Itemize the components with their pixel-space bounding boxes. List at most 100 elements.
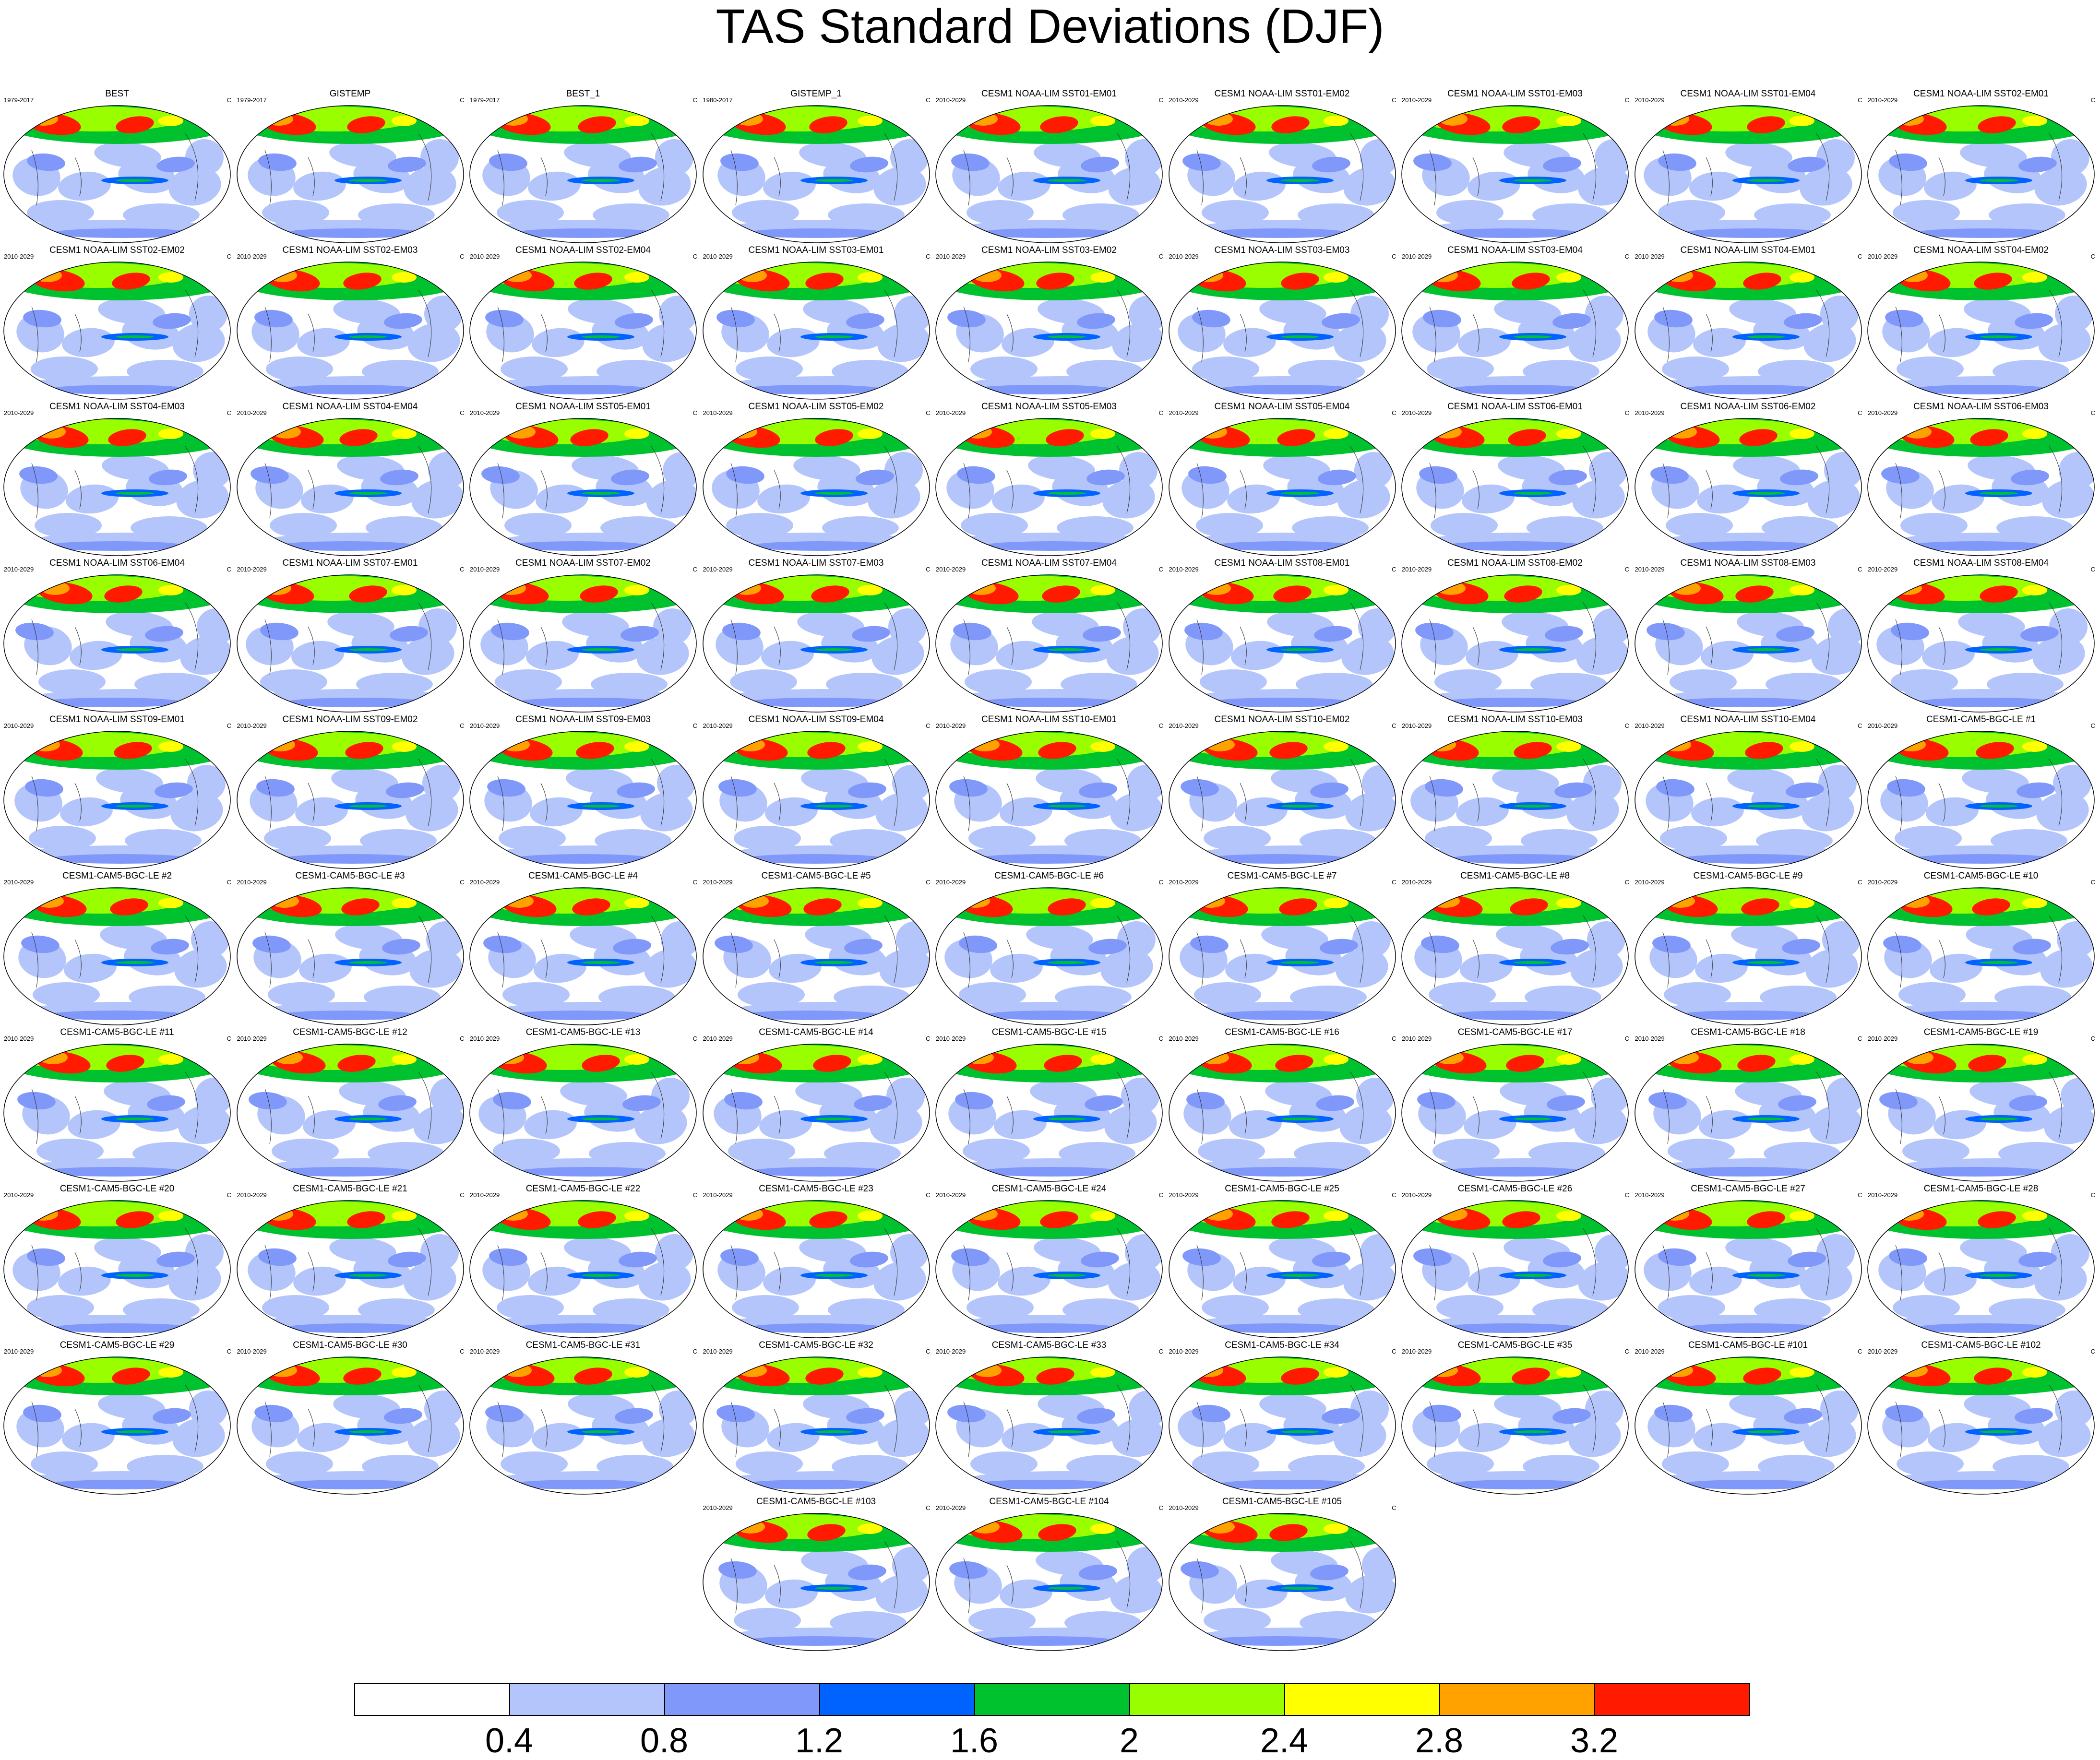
variability-patch bbox=[260, 622, 298, 641]
high-variability-region bbox=[1968, 1055, 2006, 1072]
variability-patch bbox=[1032, 611, 1099, 637]
variability-patch bbox=[2038, 1418, 2091, 1457]
variability-patch bbox=[1676, 1011, 1820, 1020]
colorbar-tick-label: 1.6 bbox=[950, 1722, 999, 1760]
map-outline bbox=[935, 262, 1163, 400]
panel-period: 2010-2029 bbox=[1868, 879, 1898, 886]
map-plot bbox=[702, 887, 930, 1025]
variability-patch bbox=[185, 1234, 224, 1271]
variability-patch bbox=[528, 171, 581, 201]
high-variability-region bbox=[1048, 898, 1086, 916]
panel-title: CESM1 NOAA-LIM SST10-EM01 bbox=[981, 714, 1117, 725]
variability-patch bbox=[797, 611, 864, 637]
high-latitude-band bbox=[17, 576, 180, 601]
panel-units: C bbox=[2090, 566, 2095, 573]
map-plot bbox=[3, 1356, 231, 1495]
panel-units: C bbox=[1858, 1348, 1862, 1355]
map-panel: CESM1-CAM5-BGC-LE #24 2010-2029 C bbox=[933, 1184, 1165, 1343]
variability-patch bbox=[973, 854, 1117, 864]
variability-patch bbox=[1445, 1011, 1589, 1020]
map-plot bbox=[3, 105, 231, 243]
equatorial-band bbox=[348, 1118, 387, 1120]
equatorial-band bbox=[1514, 335, 1552, 338]
high-variability-region bbox=[2022, 1054, 2047, 1065]
equatorial-band bbox=[1980, 805, 2018, 808]
variability-patch bbox=[174, 949, 227, 988]
high-variability-region bbox=[578, 1211, 616, 1228]
map-outline bbox=[469, 105, 697, 243]
variability-patch bbox=[961, 513, 1028, 538]
panel-units: C bbox=[460, 879, 465, 886]
panel-title: CESM1 NOAA-LIM SST09-EM01 bbox=[49, 714, 185, 725]
high-variability-region bbox=[1323, 1211, 1348, 1221]
variability-patch bbox=[1333, 323, 1386, 362]
high-variability-region bbox=[1090, 1211, 1115, 1221]
variability-patch bbox=[189, 1391, 227, 1427]
variability-patch bbox=[1926, 797, 1979, 827]
panel-period: 2010-2029 bbox=[936, 879, 966, 886]
panel-period: 2010-2029 bbox=[1402, 253, 1432, 260]
coastline bbox=[1240, 1408, 1247, 1448]
variability-patch bbox=[282, 1323, 426, 1333]
panel-title: CESM1-CAM5-BGC-LE #23 bbox=[759, 1184, 873, 1194]
variability-patch bbox=[875, 1574, 928, 1614]
high-variability-region bbox=[158, 116, 183, 126]
panel-title: CESM1-CAM5-BGC-LE #26 bbox=[1457, 1184, 1573, 1194]
variability-patch bbox=[168, 166, 221, 206]
coastline bbox=[1816, 446, 1829, 514]
coastline bbox=[1429, 619, 1436, 675]
coastline bbox=[1472, 783, 1480, 822]
variability-patch bbox=[733, 1608, 801, 1633]
variability-patch bbox=[1186, 1092, 1225, 1110]
high-variability-region bbox=[1090, 741, 1115, 752]
map-panel: CESM1 NOAA-LIM SST04-EM04 2010-2029 C bbox=[234, 402, 466, 560]
variability-patch bbox=[1895, 826, 1962, 851]
map-panel: CESM1-CAM5-BGC-LE #8 2010-2029 C bbox=[1399, 871, 1631, 1030]
map-outline bbox=[1401, 262, 1629, 400]
high-variability-region bbox=[495, 1051, 524, 1064]
high-variability-region bbox=[1510, 898, 1548, 916]
high-variability-region bbox=[1090, 585, 1115, 595]
variability-patch bbox=[1785, 782, 1824, 798]
variability-patch bbox=[1568, 1418, 1621, 1457]
map-plot bbox=[469, 262, 697, 400]
panel-title: CESM1-CAM5-BGC-LE #13 bbox=[525, 1027, 641, 1037]
colorbar-box bbox=[664, 1683, 820, 1716]
map-outline bbox=[1867, 1044, 2095, 1182]
equatorial-band bbox=[1280, 805, 1319, 808]
coastline bbox=[540, 626, 548, 666]
high-variability-region bbox=[346, 1211, 385, 1228]
high-variability-region bbox=[104, 585, 143, 603]
variability-patch bbox=[875, 792, 928, 832]
map-panel: CESM1-CAM5-BGC-LE #104 2010-2029 C bbox=[933, 1497, 1165, 1655]
coastline bbox=[1662, 1245, 1670, 1301]
high-variability-region bbox=[112, 1368, 150, 1385]
variability-patch bbox=[1658, 1248, 1696, 1266]
variability-patch bbox=[615, 1408, 653, 1424]
panel-units: C bbox=[460, 1191, 465, 1199]
variability-patch bbox=[407, 1418, 460, 1457]
high-variability-region bbox=[1090, 1367, 1115, 1378]
variability-patch bbox=[383, 1408, 422, 1424]
map-outline bbox=[1867, 105, 2095, 243]
coastline bbox=[1662, 463, 1670, 519]
variability-patch bbox=[2032, 636, 2085, 675]
variability-patch bbox=[2018, 156, 2057, 173]
variability-patch bbox=[1345, 1574, 1396, 1614]
high-variability-region bbox=[264, 112, 293, 126]
panel-units: C bbox=[1158, 722, 1163, 729]
variability-patch bbox=[1911, 854, 2055, 864]
high-variability-region bbox=[391, 741, 417, 752]
coastline bbox=[540, 1408, 548, 1448]
map-outline bbox=[702, 262, 930, 400]
panel-period: 2010-2029 bbox=[1169, 566, 1199, 573]
equatorial-band bbox=[1514, 1430, 1552, 1433]
variability-patch bbox=[1889, 1248, 1927, 1266]
coastline bbox=[730, 1088, 738, 1144]
map-panel: CESM1-CAM5-BGC-LE #17 2010-2029 C bbox=[1399, 1028, 1631, 1186]
map-panel: CESM1-CAM5-BGC-LE #18 2010-2029 C bbox=[1632, 1028, 1864, 1186]
variability-patch bbox=[1885, 1404, 1923, 1423]
panel-units: C bbox=[692, 96, 697, 104]
high-latitude-band bbox=[1182, 732, 1346, 757]
high-variability-region bbox=[116, 116, 154, 133]
